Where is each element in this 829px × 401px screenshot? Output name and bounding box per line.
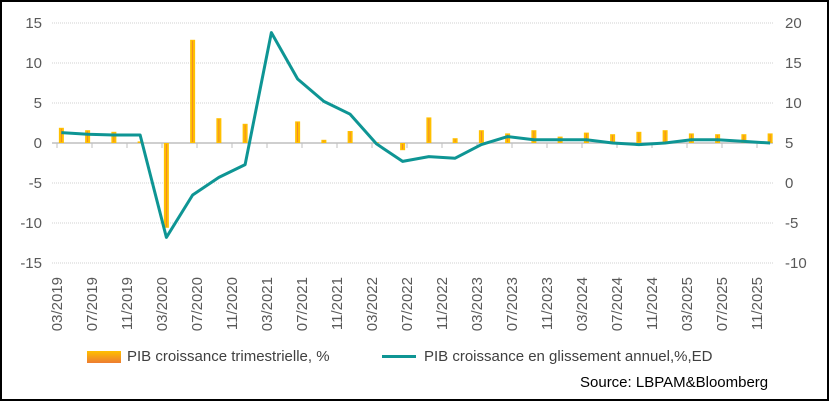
x-tick-label: 11/2023 bbox=[539, 277, 556, 330]
y-left-tick-label: 0 bbox=[34, 135, 42, 152]
legend-line-swatch bbox=[382, 355, 416, 358]
y-right-tick-label: 15 bbox=[785, 55, 802, 72]
x-tick-label: 11/2021 bbox=[329, 277, 346, 330]
x-tick-label: 07/2023 bbox=[504, 277, 521, 331]
x-tick-label: 03/2022 bbox=[364, 277, 381, 331]
y-right-tick-label: 0 bbox=[785, 175, 793, 192]
x-tick-label: 11/2020 bbox=[224, 277, 241, 330]
line-series bbox=[61, 31, 771, 239]
x-tick-label: 03/2020 bbox=[154, 277, 171, 331]
y-left-tick-label: 15 bbox=[25, 15, 42, 32]
x-tick-label: 07/2022 bbox=[399, 277, 416, 331]
x-tick-label: 11/2022 bbox=[434, 277, 451, 330]
legend-item-line: PIB croissance en glissement annuel,%,ED bbox=[382, 348, 712, 365]
y-right-tick-label: -5 bbox=[785, 215, 798, 232]
y-left-tick-label: -15 bbox=[20, 255, 42, 272]
x-tick-label: 03/2023 bbox=[469, 277, 486, 331]
legend-item-bar: PIB croissance trimestrielle, % bbox=[87, 348, 330, 365]
y-right-tick-label: 20 bbox=[785, 15, 802, 32]
y-right-tick-label: -10 bbox=[785, 255, 807, 272]
x-tick-label: 03/2021 bbox=[259, 277, 276, 331]
y-right-tick-label: 10 bbox=[785, 95, 802, 112]
x-tick-label: 03/2019 bbox=[49, 277, 66, 331]
x-tick-label: 07/2019 bbox=[84, 277, 101, 331]
x-tick-label: 11/2024 bbox=[644, 277, 661, 330]
x-tick-label: 07/2025 bbox=[714, 277, 731, 331]
x-tick-label: 07/2021 bbox=[294, 277, 311, 331]
y-left-tick-label: 10 bbox=[25, 55, 42, 72]
x-tick-label: 03/2024 bbox=[574, 277, 591, 331]
y-left-tick-label: -10 bbox=[20, 215, 42, 232]
x-tick-label: 07/2024 bbox=[609, 277, 626, 331]
y-left-tick-label: -5 bbox=[29, 175, 42, 192]
y-left-tick-label: 5 bbox=[34, 95, 42, 112]
legend-bar-swatch bbox=[87, 350, 121, 363]
x-tick-label: 07/2020 bbox=[189, 277, 206, 331]
legend-line-label: PIB croissance en glissement annuel,%,ED bbox=[424, 348, 713, 365]
y-right-tick-label: 5 bbox=[785, 135, 793, 152]
x-tick-label: 11/2019 bbox=[119, 277, 136, 330]
x-tick-label: 03/2025 bbox=[679, 277, 696, 331]
source-note: Source: LBPAM&Bloomberg bbox=[580, 374, 769, 391]
legend-bar-label: PIB croissance trimestrielle, % bbox=[127, 348, 330, 365]
x-tick-label: 11/2025 bbox=[749, 277, 766, 330]
